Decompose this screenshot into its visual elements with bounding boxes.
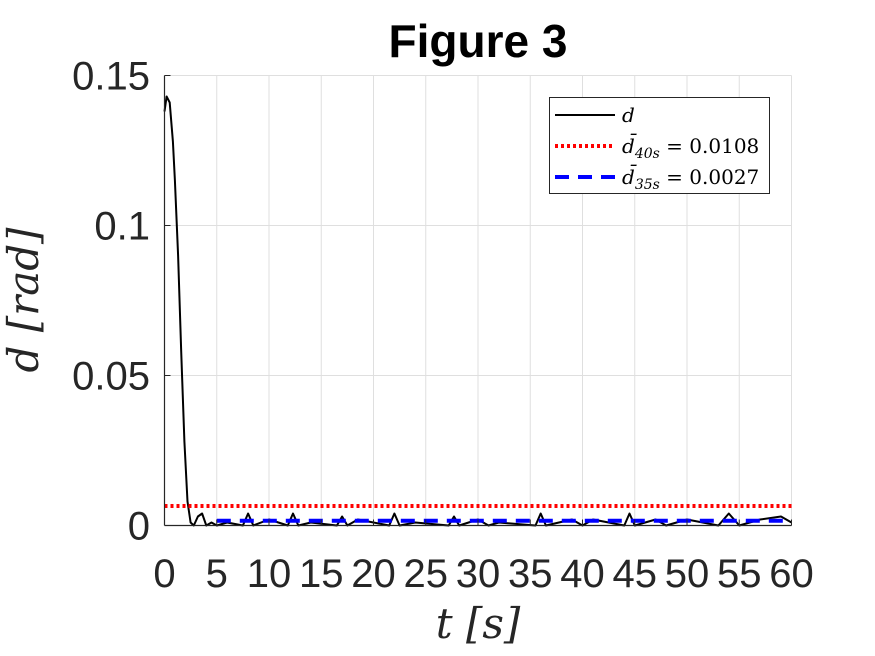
y-tick-label: 0.1 bbox=[94, 205, 150, 249]
x-tick-label: 50 bbox=[665, 552, 710, 596]
x-tick-label: 60 bbox=[769, 552, 814, 596]
y-tick-label: 0.15 bbox=[72, 55, 150, 99]
y-tick-label: 0 bbox=[128, 505, 150, 549]
x-axis-label: t [s] bbox=[436, 599, 521, 648]
chart-title: Figure 3 bbox=[389, 15, 568, 67]
legend-label-0: d bbox=[622, 103, 635, 127]
legend-label-1: d̄40s = 0.0108 bbox=[622, 133, 759, 162]
series-group bbox=[163, 95, 792, 527]
x-tick-label: 0 bbox=[153, 552, 175, 596]
y-axis-label: d [rad] bbox=[0, 227, 48, 373]
x-tick-label: 15 bbox=[299, 552, 344, 596]
legend-label-2: d̄35s = 0.0027 bbox=[622, 164, 759, 193]
axes bbox=[163, 75, 792, 527]
x-tick-labels: 0 5 10 15 20 25 30 35 40 45 50 55 60 bbox=[153, 552, 813, 596]
x-tick-label: 35 bbox=[508, 552, 553, 596]
y-tick-label: 0.05 bbox=[72, 355, 150, 399]
x-tick-label: 55 bbox=[717, 552, 762, 596]
x-tick-label: 40 bbox=[560, 552, 605, 596]
x-tick-label: 20 bbox=[351, 552, 396, 596]
y-tick-labels: 0 0.05 0.1 0.15 bbox=[72, 55, 150, 549]
x-tick-label: 45 bbox=[613, 552, 658, 596]
x-tick-label: 30 bbox=[456, 552, 501, 596]
x-tick-label: 25 bbox=[404, 552, 449, 596]
x-tick-label: 5 bbox=[206, 552, 228, 596]
x-tick-label: 10 bbox=[247, 552, 292, 596]
